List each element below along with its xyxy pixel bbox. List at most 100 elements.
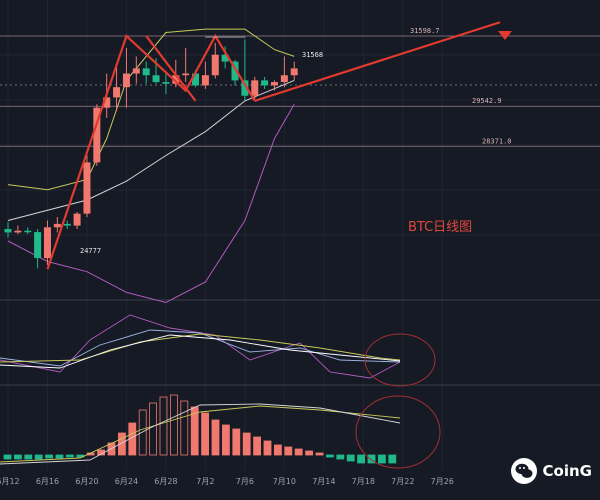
arrowhead <box>498 31 512 40</box>
candle-body <box>231 61 239 81</box>
price-level-lines: 31598.7 29542.9 28371.0 <box>0 27 600 147</box>
histogram-bar <box>55 454 64 459</box>
candle-body <box>182 73 190 76</box>
highlight-circle <box>355 395 441 469</box>
candle-body <box>241 80 249 96</box>
low-annotation: 24777 <box>80 247 101 255</box>
chart-title: BTC日线图 <box>408 220 472 235</box>
histogram-bar <box>201 412 210 456</box>
candle-body <box>93 107 101 163</box>
candle-body <box>14 230 22 233</box>
histogram-bar <box>34 454 43 460</box>
histogram-bar <box>294 448 303 456</box>
bollinger-upper <box>7 28 295 191</box>
histogram-bar <box>253 436 262 456</box>
x-tick-label: 7月6 <box>236 477 254 486</box>
x-tick-label: 7月22 <box>391 477 414 486</box>
candle-body <box>34 232 42 259</box>
histogram-bar <box>3 454 12 460</box>
level-label: 28371.0 <box>482 137 512 145</box>
candle-body <box>73 213 81 226</box>
candle-body <box>290 68 298 76</box>
oscillator-panel <box>0 314 436 387</box>
histogram-bar <box>305 450 314 456</box>
candle-body <box>192 73 200 86</box>
x-tick-label: 7月18 <box>352 477 375 486</box>
candle-body <box>172 75 180 84</box>
histogram-bar <box>45 454 53 459</box>
candle-body <box>43 227 51 259</box>
brand-name: CoinG <box>542 462 592 480</box>
candle-body <box>152 75 160 83</box>
candle-body <box>251 80 259 96</box>
candlestick-series <box>4 39 298 269</box>
x-tick-label: 7月26 <box>431 477 454 486</box>
candle-body <box>201 75 209 86</box>
histogram-bar <box>367 454 376 464</box>
histogram-bar <box>24 454 33 460</box>
high-annotation: 31568 <box>302 51 323 59</box>
candle-body <box>103 97 111 108</box>
histogram-line <box>0 403 401 465</box>
level-label: 31598.7 <box>410 27 440 35</box>
histogram-bar <box>315 452 324 456</box>
chart-grid <box>0 0 600 470</box>
histogram-bar <box>284 446 293 456</box>
histogram-bar <box>336 454 345 460</box>
oscillator-line <box>0 334 401 369</box>
histogram-bar <box>13 454 22 460</box>
x-tick-label: 6月24 <box>115 477 138 486</box>
histogram-bar <box>211 419 220 456</box>
level-label: 29542.9 <box>472 97 502 105</box>
x-tick-label: 6月20 <box>75 477 98 486</box>
histogram-bar <box>118 432 126 456</box>
x-axis: 6月12 6月16 6月20 6月24 6月28 7月2 7月6 7月10 7月14 7月18 7月… <box>0 477 454 486</box>
candle-body <box>113 87 121 98</box>
candle-body <box>24 230 32 233</box>
candle-body <box>211 54 219 76</box>
candle-body <box>63 223 71 226</box>
x-tick-label: 6月16 <box>36 477 59 486</box>
histogram-bar <box>169 394 178 456</box>
candle-body <box>53 223 61 228</box>
x-tick-label: 6月12 <box>0 477 20 486</box>
zigzag-trend-line <box>145 35 197 102</box>
histogram-bar <box>66 454 74 458</box>
histogram-bar <box>242 432 251 456</box>
histogram-bar <box>357 454 366 464</box>
trend-lines <box>46 21 512 270</box>
candle-body <box>4 229 12 233</box>
histogram-bar <box>263 440 272 456</box>
candle-body <box>132 68 140 74</box>
histogram-bar <box>138 409 147 456</box>
candle-body <box>162 82 170 84</box>
histogram-bar <box>232 428 241 456</box>
oscillator-line <box>0 329 401 367</box>
x-tick-label: 6月28 <box>154 477 177 486</box>
histogram-bar <box>325 454 334 458</box>
histogram-bar <box>377 454 386 464</box>
wechat-icon <box>510 458 537 484</box>
histogram-signal-line <box>0 405 401 463</box>
histogram-panel <box>0 394 441 469</box>
histogram-bar <box>273 444 282 456</box>
oscillator-line <box>0 333 401 363</box>
bollinger-lower <box>7 104 295 304</box>
histogram-bar <box>180 400 189 456</box>
bollinger-middle <box>7 79 295 221</box>
brand-watermark: CoinG <box>510 458 592 484</box>
x-tick-label: 7月2 <box>196 477 214 486</box>
histogram-bar <box>221 424 230 456</box>
histogram-bar <box>149 402 158 456</box>
histogram-bar <box>388 454 397 464</box>
x-tick-label: 7月14 <box>312 477 335 486</box>
candle-body <box>122 73 130 88</box>
x-tick-label: 7月10 <box>273 477 296 486</box>
candle-body <box>221 54 229 62</box>
histogram-bar <box>159 396 168 456</box>
candle-body <box>83 162 91 214</box>
candle-body <box>270 82 278 86</box>
oscillator-line <box>0 314 401 379</box>
